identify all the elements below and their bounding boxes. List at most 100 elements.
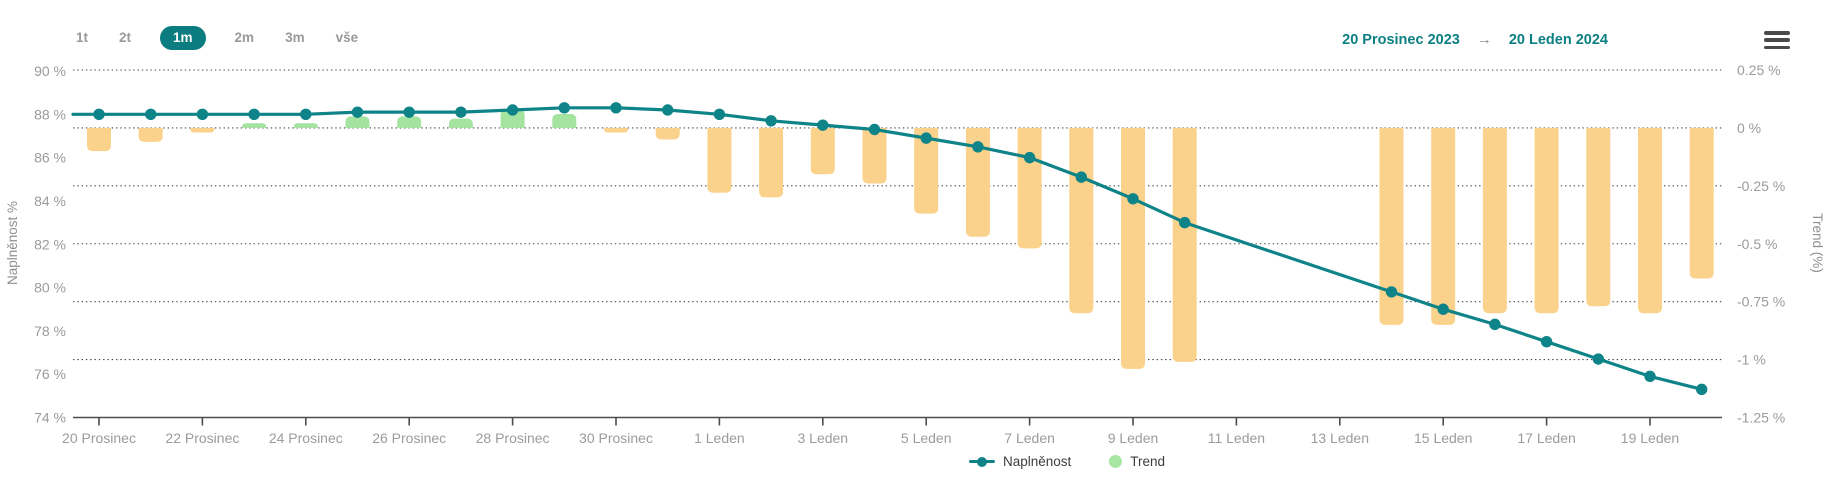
trend-bar[interactable]	[1431, 127, 1456, 325]
trend-bar[interactable]	[552, 114, 577, 128]
line-marker[interactable]	[506, 104, 519, 116]
line-marker[interactable]	[145, 108, 157, 121]
line-marker[interactable]	[920, 132, 932, 144]
trend-bar[interactable]	[914, 127, 939, 214]
trend-bar[interactable]	[759, 127, 784, 198]
date-to[interactable]: 20 Leden 2024	[1508, 31, 1608, 48]
date-from[interactable]: 20 Prosinec 2023	[1342, 31, 1460, 48]
trend-bar[interactable]	[87, 127, 111, 152]
trend-bar[interactable]	[1379, 127, 1404, 325]
trend-bar[interactable]	[1586, 127, 1611, 307]
green-circle-icon	[1109, 455, 1123, 468]
line-marker[interactable]	[817, 119, 829, 131]
trend-bar[interactable]	[500, 109, 525, 128]
line-marker[interactable]	[196, 108, 209, 121]
x-axis-tick-label: 26 Prosinec	[372, 430, 446, 446]
line-marker[interactable]	[1644, 370, 1656, 383]
chart-legend: Naplněnost Trend	[968, 454, 1165, 469]
line-marker[interactable]	[351, 106, 364, 118]
x-axis-tick-label: 3 Leden	[797, 430, 848, 446]
line-marker[interactable]	[1696, 383, 1708, 396]
naplnenost-line	[71, 106, 1704, 391]
y-axis-left-tick-label: 84 %	[34, 193, 66, 209]
trend-bar[interactable]	[604, 127, 628, 133]
trend-bar[interactable]	[965, 127, 990, 237]
line-marker[interactable]	[765, 115, 777, 127]
line-marker[interactable]	[455, 106, 467, 118]
x-axis-tick-label: 15 Leden	[1414, 430, 1472, 446]
hamburger-menu-icon[interactable]	[1764, 31, 1790, 53]
line-marker[interactable]	[1179, 216, 1191, 229]
line-marker[interactable]	[868, 123, 881, 136]
time-range-selector: 1t 2t 1m 2m 3m vše	[74, 26, 360, 50]
trend-bar[interactable]	[1689, 127, 1714, 279]
y-axis-left-tick-label: 74 %	[34, 410, 66, 426]
range-button-2t[interactable]: 2t	[117, 27, 133, 49]
y-axis-left-tick-label: 80 %	[34, 280, 66, 296]
line-marker[interactable]	[972, 141, 984, 153]
trend-bar[interactable]	[397, 116, 422, 128]
line-marker[interactable]	[1023, 151, 1036, 164]
legend-item-naplnenost[interactable]: Naplněnost	[968, 454, 1071, 469]
y-axis-right-tick-label: 0 %	[1737, 120, 1761, 136]
trend-bar[interactable]	[242, 123, 267, 128]
trend-bar[interactable]	[1121, 127, 1145, 369]
y-axis-right-title: Trend (%)	[1810, 213, 1825, 273]
range-button-2m[interactable]: 2m	[233, 27, 257, 49]
range-button-1m[interactable]: 1m	[160, 26, 206, 50]
trend-bar[interactable]	[1534, 127, 1559, 314]
line-marker[interactable]	[558, 102, 570, 114]
y-axis-left-tick-label: 88 %	[34, 106, 66, 122]
trend-bar[interactable]	[190, 127, 215, 133]
range-button-3m[interactable]: 3m	[283, 27, 307, 49]
menu-bar	[1764, 45, 1790, 50]
line-marker[interactable]	[300, 108, 312, 121]
trend-bar[interactable]	[448, 118, 473, 128]
menu-bar	[1764, 38, 1790, 42]
line-marker[interactable]	[1489, 318, 1501, 331]
x-axis-tick-label: 19 Leden	[1621, 430, 1679, 446]
trend-bar[interactable]	[1017, 127, 1042, 249]
legend-label: Trend	[1130, 454, 1166, 469]
trend-bar[interactable]	[707, 127, 732, 193]
trend-bar[interactable]	[1482, 127, 1507, 314]
trend-bar[interactable]	[862, 127, 887, 184]
y-axis-left-tick-label: 78 %	[34, 323, 66, 339]
trend-bar[interactable]	[293, 123, 318, 128]
line-marker[interactable]	[93, 108, 105, 121]
trend-bar[interactable]	[1172, 127, 1197, 362]
menu-bar	[1764, 31, 1790, 35]
y-axis-left-tick-label: 90 %	[34, 63, 66, 79]
trend-bar[interactable]	[1638, 127, 1662, 314]
line-marker[interactable]	[1540, 336, 1553, 348]
line-marker[interactable]	[1385, 286, 1398, 298]
y-axis-right-tick-label: -0.5 %	[1737, 236, 1777, 252]
y-axis-left-title: Naplněnost %	[5, 201, 20, 285]
y-axis-right-tick-label: -1.25 %	[1737, 410, 1785, 426]
range-button-vše[interactable]: vše	[334, 27, 361, 49]
x-axis-tick-label: 17 Leden	[1517, 430, 1575, 446]
y-axis-right-tick-label: -1 %	[1737, 352, 1766, 368]
x-axis-tick-label: 24 Prosinec	[269, 430, 343, 446]
y-axis-left-tick-label: 82 %	[34, 236, 66, 252]
range-button-1t[interactable]: 1t	[74, 27, 90, 49]
line-marker[interactable]	[1592, 353, 1605, 365]
legend-item-trend[interactable]: Trend	[1109, 454, 1165, 469]
x-axis-tick-label: 5 Leden	[901, 430, 952, 446]
line-marker[interactable]	[403, 106, 415, 118]
line-marker[interactable]	[610, 102, 622, 114]
trend-bar[interactable]	[138, 127, 163, 142]
line-marker[interactable]	[713, 108, 726, 121]
line-marker[interactable]	[1075, 171, 1088, 183]
y-axis-right-tick-label: 0.25 %	[1737, 62, 1781, 78]
trend-bar[interactable]	[655, 127, 680, 140]
x-axis-tick-label: 13 Leden	[1311, 430, 1369, 446]
line-marker[interactable]	[1437, 303, 1449, 315]
line-marker[interactable]	[662, 104, 674, 116]
line-marker[interactable]	[1127, 193, 1139, 205]
line-marker[interactable]	[248, 108, 260, 121]
trend-bar[interactable]	[810, 127, 835, 175]
trend-bar[interactable]	[1069, 127, 1094, 314]
trend-bar[interactable]	[345, 116, 370, 128]
